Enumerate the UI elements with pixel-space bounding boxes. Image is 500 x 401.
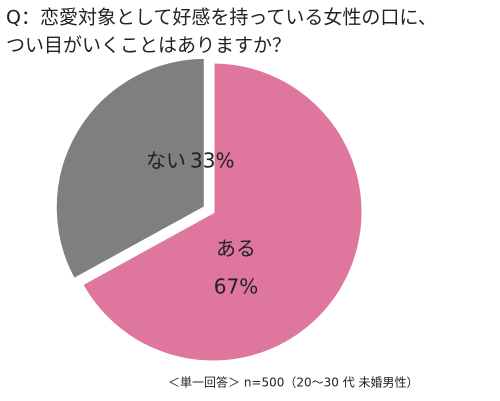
pie-slice — [79, 60, 365, 364]
slice-label: ある — [216, 237, 256, 261]
slice-value-label: 33% — [190, 149, 234, 173]
slice-value-label: 67% — [214, 275, 258, 299]
pie-slice — [53, 55, 207, 282]
chart-title: Q：恋愛対象として好感を持っている女性の口に、 — [6, 7, 437, 29]
slice-label: ない — [146, 149, 186, 173]
chart-title: つい目がいくことはありますか？ — [6, 35, 291, 57]
note: ＜単一回答＞ n=500（20～30 代 未婚男性） — [168, 375, 419, 390]
